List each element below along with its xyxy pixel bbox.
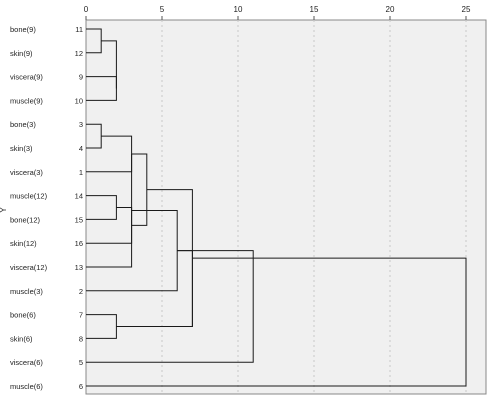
leaf-id: 11 bbox=[75, 25, 83, 34]
leaf-id: 10 bbox=[75, 96, 83, 105]
leaf-label: viscera(12) bbox=[10, 263, 48, 272]
leaf-label: skin(12) bbox=[10, 239, 37, 248]
y-axis-title: Y bbox=[0, 207, 8, 213]
dendrogram-branches bbox=[86, 28, 467, 387]
leaf-label: muscle(9) bbox=[10, 96, 43, 105]
x-tick-label-15: 15 bbox=[310, 5, 319, 14]
leaf-id: 1 bbox=[79, 168, 83, 177]
merge-branch-6 bbox=[101, 40, 117, 89]
x-tick-label-20: 20 bbox=[386, 5, 395, 14]
leaf-id: 9 bbox=[79, 73, 83, 82]
leaf-id: 6 bbox=[79, 382, 83, 391]
leaf-label: muscle(3) bbox=[10, 287, 43, 296]
x-tick-label-25: 25 bbox=[462, 5, 471, 14]
merge-branch-15 bbox=[86, 257, 467, 387]
leaf-label: viscera(6) bbox=[10, 358, 43, 367]
leaf-id: 4 bbox=[79, 144, 83, 153]
leaf-label: viscera(9) bbox=[10, 73, 43, 82]
plot-background bbox=[85, 19, 487, 395]
leaf-id: 3 bbox=[79, 120, 83, 129]
x-tick-label-5: 5 bbox=[160, 5, 165, 14]
x-tick-label-0: 0 bbox=[84, 5, 89, 14]
leaf-label: muscle(12) bbox=[10, 192, 48, 201]
leaf-id: 2 bbox=[79, 287, 83, 296]
leaf-id: 7 bbox=[79, 311, 83, 320]
merge-branch-14 bbox=[86, 250, 254, 363]
leaf-label: viscera(3) bbox=[10, 168, 43, 177]
leaf-id: 5 bbox=[79, 358, 83, 367]
leaf-id: 8 bbox=[79, 334, 83, 343]
leaf-label: bone(12) bbox=[10, 215, 41, 224]
leaf-label: bone(9) bbox=[10, 25, 36, 34]
merge-branch-9 bbox=[86, 153, 133, 268]
leaf-label: skin(6) bbox=[10, 334, 33, 343]
leaf-id: 16 bbox=[75, 239, 83, 248]
leaf-label: muscle(6) bbox=[10, 382, 43, 391]
leaf-label: bone(6) bbox=[10, 311, 36, 320]
x-tick-label-10: 10 bbox=[234, 5, 243, 14]
leaf-label: bone(3) bbox=[10, 120, 36, 129]
leaf-label: skin(3) bbox=[10, 144, 33, 153]
leaf-id: 14 bbox=[75, 192, 83, 201]
leaf-id: 15 bbox=[75, 215, 83, 224]
leaf-id: 12 bbox=[75, 49, 83, 58]
x-axis-ticks: 0 5 10 15 20 25 bbox=[84, 5, 471, 20]
leaf-label: skin(9) bbox=[10, 49, 33, 58]
leaf-id: 13 bbox=[75, 263, 83, 272]
